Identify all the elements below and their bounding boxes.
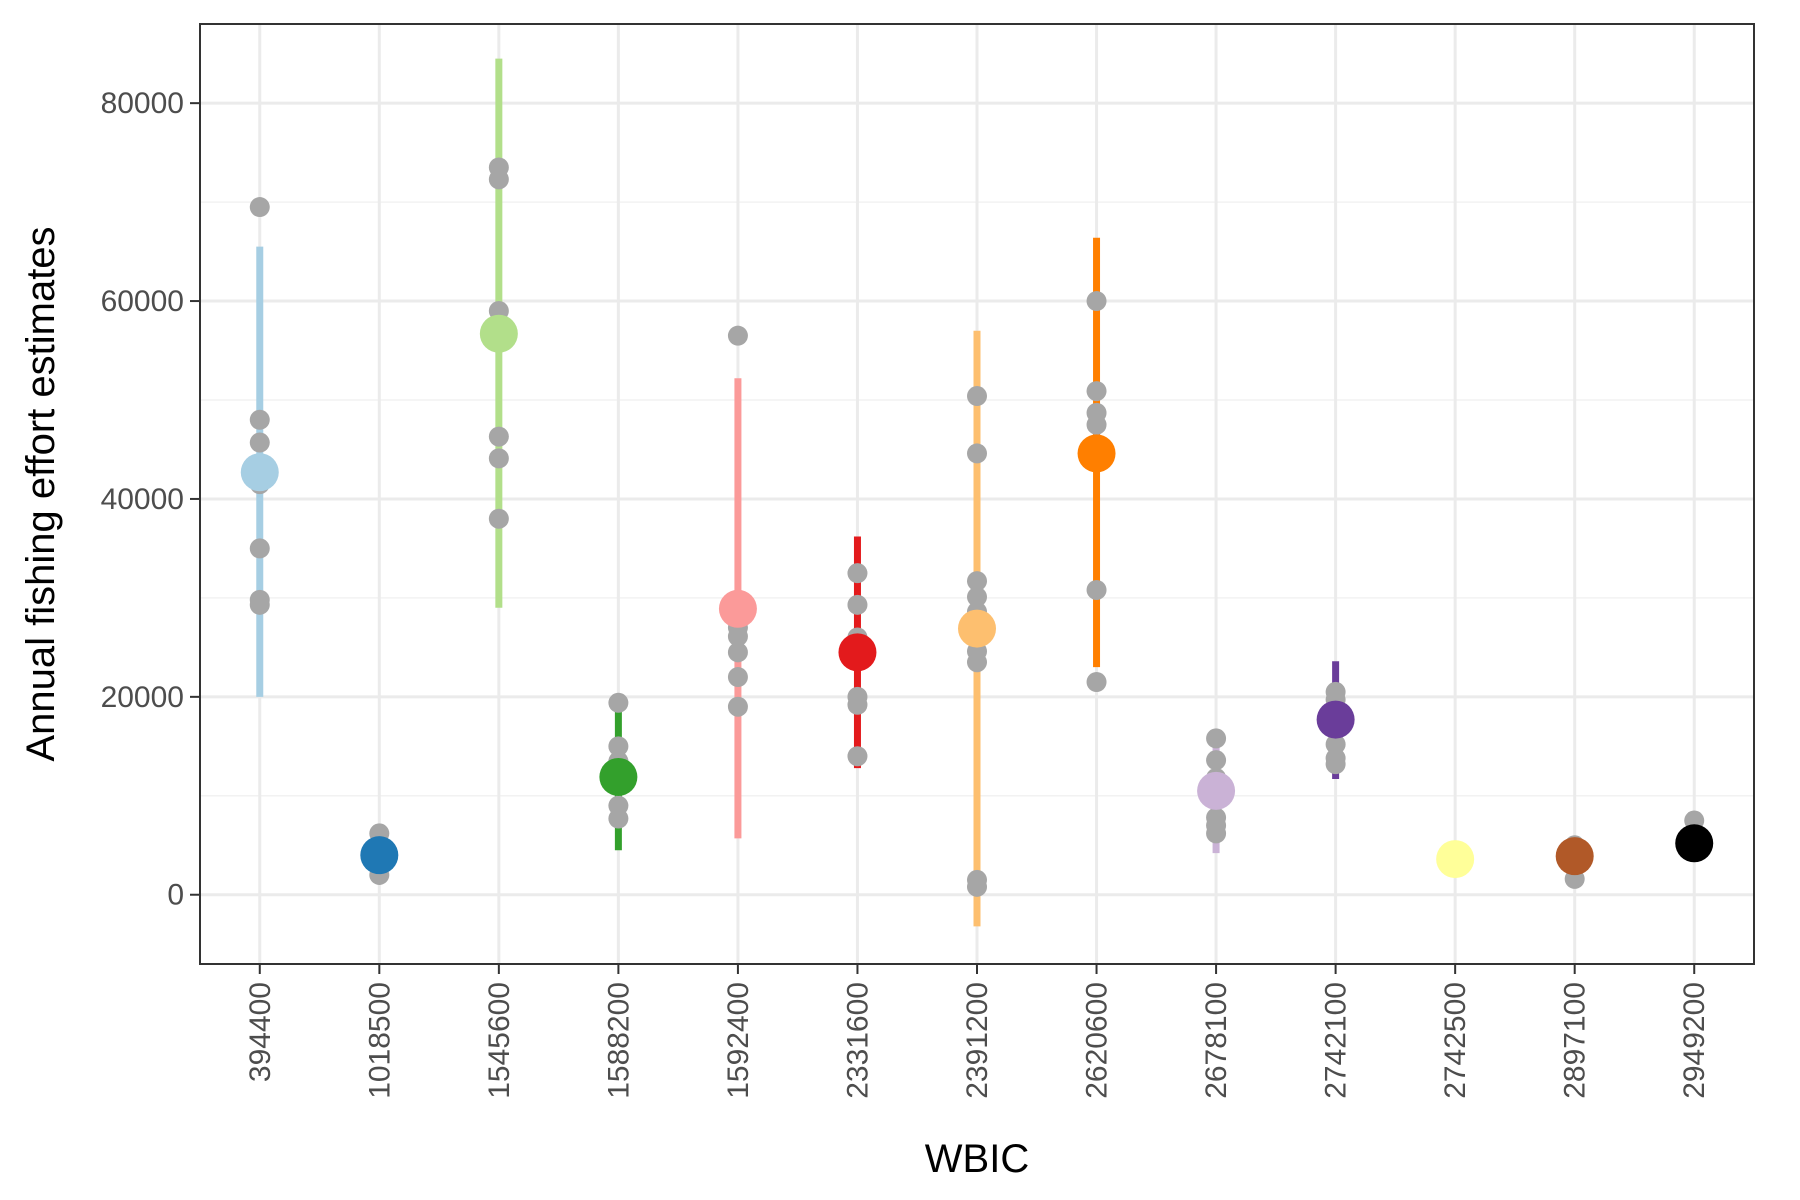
observation-point bbox=[488, 169, 509, 190]
x-tick-label: 1545600 bbox=[483, 982, 516, 1099]
x-tick-label: 2331600 bbox=[841, 982, 874, 1099]
x-tick-label: 2897100 bbox=[1559, 982, 1592, 1099]
x-tick-label: 2391200 bbox=[961, 982, 994, 1099]
observation-point bbox=[249, 594, 270, 615]
x-axis-title: WBIC bbox=[925, 1137, 1029, 1181]
observation-point bbox=[1086, 579, 1107, 600]
x-axis: 394400 1018500 1545600 1588200 1592400 233160… bbox=[244, 964, 1711, 1099]
observation-point bbox=[249, 432, 270, 453]
mean-point-2742100 bbox=[1316, 700, 1355, 739]
mean-point-1592400 bbox=[718, 589, 757, 628]
observation-point bbox=[727, 696, 748, 717]
observation-point bbox=[967, 386, 987, 407]
observation-point bbox=[967, 652, 987, 673]
mean-point-2897100 bbox=[1555, 837, 1594, 876]
observation-point bbox=[727, 667, 748, 688]
x-tick-label: 2742500 bbox=[1439, 982, 1472, 1099]
y-tick-label: 80000 bbox=[101, 87, 184, 120]
mean-point-1588200 bbox=[599, 757, 638, 796]
mean-point-2949200 bbox=[1675, 824, 1714, 863]
observation-point bbox=[727, 325, 748, 346]
observation-point bbox=[1206, 728, 1227, 749]
mean-point-1545600 bbox=[479, 314, 518, 353]
observation-point bbox=[847, 746, 868, 767]
mean-point-394400 bbox=[240, 453, 279, 492]
observation-point bbox=[488, 508, 509, 529]
x-tick-label: 2742100 bbox=[1320, 982, 1353, 1099]
x-tick-label: 1592400 bbox=[722, 982, 755, 1099]
mean-point-1018500 bbox=[360, 836, 399, 875]
observation-point bbox=[847, 694, 868, 715]
y-axis-title: Annual fishing effort estimates bbox=[19, 226, 63, 761]
observation-point bbox=[727, 642, 748, 663]
observation-point bbox=[488, 448, 509, 469]
observation-point bbox=[847, 594, 868, 615]
x-tick-label: 1018500 bbox=[363, 982, 396, 1099]
observation-point bbox=[967, 571, 987, 592]
observation-point bbox=[967, 443, 987, 464]
observation-point bbox=[488, 426, 509, 447]
y-axis: 0 20000 40000 60000 80000 bbox=[101, 87, 200, 912]
y-tick-label: 60000 bbox=[101, 285, 184, 318]
observation-point bbox=[847, 563, 868, 584]
observation-point bbox=[249, 197, 270, 218]
observation-point bbox=[249, 538, 270, 559]
y-tick-label: 40000 bbox=[101, 483, 184, 516]
x-tick-label: 2949200 bbox=[1678, 982, 1711, 1099]
mean-point-2742500 bbox=[1436, 840, 1475, 879]
observation-point bbox=[608, 808, 629, 829]
mean-point-2391200 bbox=[958, 609, 996, 648]
y-tick-label: 20000 bbox=[101, 681, 184, 714]
y-tick-label: 0 bbox=[167, 879, 184, 912]
observation-point bbox=[1086, 672, 1107, 692]
mean-point-2620600 bbox=[1077, 434, 1116, 473]
x-tick-label: 1588200 bbox=[602, 982, 635, 1099]
observation-point bbox=[1206, 823, 1227, 844]
mean-point-2331600 bbox=[838, 633, 877, 672]
mean-points bbox=[240, 314, 1714, 879]
observation-point bbox=[1206, 750, 1227, 771]
mean-point-2678100 bbox=[1197, 771, 1236, 810]
observation-point bbox=[967, 586, 987, 607]
observation-point bbox=[1086, 381, 1107, 402]
observation-point bbox=[1325, 754, 1346, 775]
observation-point bbox=[1086, 291, 1107, 312]
plot-panel bbox=[199, 23, 1755, 965]
observation-point bbox=[967, 876, 987, 897]
x-tick-label: 394400 bbox=[244, 982, 277, 1082]
observation-point bbox=[608, 692, 629, 713]
x-tick-label: 2620600 bbox=[1081, 982, 1114, 1099]
observation-point bbox=[608, 736, 629, 757]
observation-point bbox=[1086, 414, 1107, 435]
observation-point bbox=[1325, 734, 1346, 755]
observation-point bbox=[249, 409, 270, 430]
observation-point bbox=[727, 626, 748, 647]
x-tick-label: 2678100 bbox=[1200, 982, 1233, 1099]
